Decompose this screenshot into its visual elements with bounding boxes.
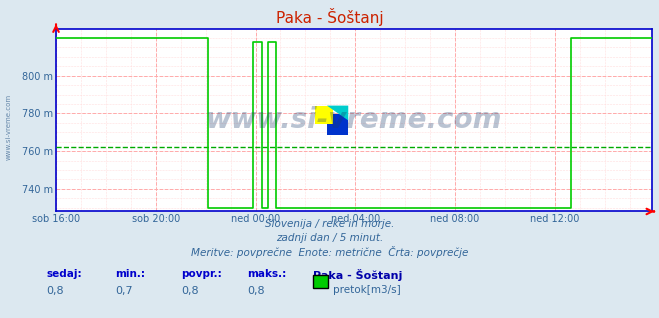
Text: povpr.:: povpr.: [181, 269, 222, 279]
Text: zadnji dan / 5 minut.: zadnji dan / 5 minut. [276, 233, 383, 243]
Text: sedaj:: sedaj: [46, 269, 82, 279]
Bar [316, 106, 333, 124]
Text: 0,7: 0,7 [115, 286, 133, 296]
Text: Paka - Šoštanj: Paka - Šoštanj [313, 269, 403, 281]
Text: Meritve: povprečne  Enote: metrične  Črta: povprečje: Meritve: povprečne Enote: metrične Črta:… [191, 246, 468, 258]
Text: www.si-vreme.com: www.si-vreme.com [5, 94, 11, 160]
Text: 0,8: 0,8 [46, 286, 64, 296]
Text: Paka - Šoštanj: Paka - Šoštanj [275, 8, 384, 26]
Text: Slovenija / reke in morje.: Slovenija / reke in morje. [265, 219, 394, 229]
Text: 0,8: 0,8 [181, 286, 199, 296]
Text: www.si-vreme.com: www.si-vreme.com [206, 106, 502, 134]
Bar [327, 114, 348, 135]
Text: 0,8: 0,8 [247, 286, 265, 296]
Polygon shape [327, 106, 348, 121]
Text: min.:: min.: [115, 269, 146, 279]
Text: maks.:: maks.: [247, 269, 287, 279]
Text: pretok[m3/s]: pretok[m3/s] [333, 285, 401, 294]
